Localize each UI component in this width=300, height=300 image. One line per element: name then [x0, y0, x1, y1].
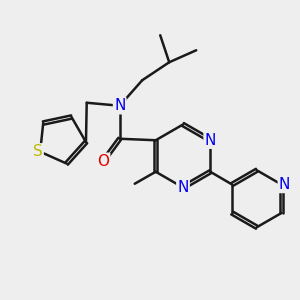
Text: N: N [114, 98, 125, 113]
Text: N: N [279, 177, 290, 192]
Text: S: S [33, 144, 43, 159]
Text: N: N [177, 180, 189, 195]
Text: N: N [205, 133, 216, 148]
Text: O: O [97, 154, 109, 169]
